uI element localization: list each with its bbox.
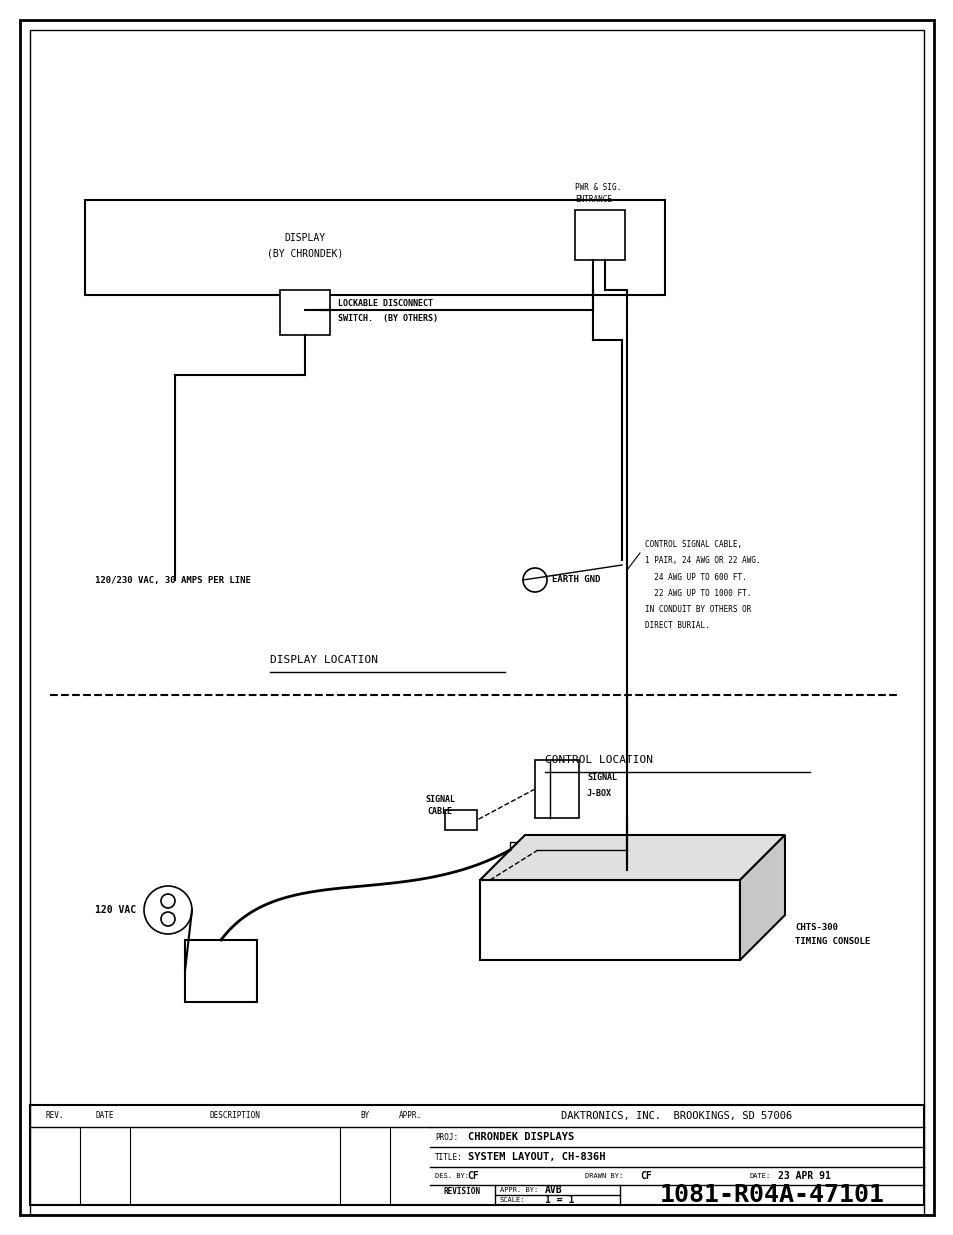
Text: PWR & SIG.: PWR & SIG. — [575, 184, 620, 193]
Bar — [30, 1105, 923, 1205]
Bar — [479, 881, 740, 960]
Text: SIGNAL: SIGNAL — [424, 795, 455, 804]
Text: CHRONDEK DISPLAYS: CHRONDEK DISPLAYS — [468, 1132, 574, 1142]
Text: CABLE: CABLE — [427, 808, 452, 816]
Bar — [280, 290, 330, 335]
Bar — [535, 760, 578, 818]
Text: ENTRANCE: ENTRANCE — [575, 195, 612, 205]
Text: EARTH GND: EARTH GND — [552, 576, 599, 584]
Text: CONTROL SIGNAL CABLE,: CONTROL SIGNAL CABLE, — [644, 541, 741, 550]
Text: DISPLAY LOCATION: DISPLAY LOCATION — [270, 655, 377, 664]
Text: TITLE:: TITLE: — [435, 1152, 462, 1161]
Text: REVISION: REVISION — [443, 1188, 480, 1197]
Text: DESCRIPTION: DESCRIPTION — [210, 1112, 260, 1120]
Text: APPR.: APPR. — [398, 1112, 421, 1120]
Text: DIRECT BURIAL.: DIRECT BURIAL. — [644, 620, 709, 630]
Text: PROJ:: PROJ: — [435, 1132, 457, 1141]
Text: 23 APR 91: 23 APR 91 — [778, 1171, 830, 1181]
Text: CHTS-300: CHTS-300 — [794, 923, 837, 931]
Text: 1 PAIR, 24 AWG OR 22 AWG.: 1 PAIR, 24 AWG OR 22 AWG. — [644, 557, 760, 566]
Text: APPR. BY:: APPR. BY: — [499, 1187, 537, 1193]
Text: 1081-R04A-47101: 1081-R04A-47101 — [659, 1183, 883, 1207]
Text: AVB: AVB — [544, 1186, 562, 1195]
Text: J-BOX: J-BOX — [586, 789, 612, 799]
Text: DRAWN BY:: DRAWN BY: — [584, 1173, 622, 1179]
Text: LOCKABLE DISCONNECT: LOCKABLE DISCONNECT — [337, 300, 433, 309]
Text: SCALE:: SCALE: — [499, 1197, 525, 1203]
Text: TIMING CONSOLE: TIMING CONSOLE — [794, 936, 869, 946]
Text: DATE:: DATE: — [749, 1173, 770, 1179]
Bar — [185, 940, 256, 1002]
Text: BY: BY — [360, 1112, 369, 1120]
Bar — [444, 810, 476, 830]
Polygon shape — [479, 835, 784, 881]
Text: DATE: DATE — [95, 1112, 114, 1120]
Text: DES. BY:: DES. BY: — [435, 1173, 469, 1179]
Text: 120 VAC: 120 VAC — [95, 905, 136, 915]
Text: SYSTEM LAYOUT, CH-836H: SYSTEM LAYOUT, CH-836H — [468, 1152, 605, 1162]
Bar — [85, 200, 664, 295]
Text: CF: CF — [467, 1171, 478, 1181]
Text: CONTROL LOCATION: CONTROL LOCATION — [544, 755, 652, 764]
Polygon shape — [740, 835, 784, 960]
Bar — [510, 842, 537, 858]
Text: 24 AWG UP TO 600 FT.: 24 AWG UP TO 600 FT. — [644, 573, 746, 582]
Text: 22 AWG UP TO 1000 FT.: 22 AWG UP TO 1000 FT. — [644, 589, 751, 598]
Text: (BY CHRONDEK): (BY CHRONDEK) — [267, 249, 343, 259]
Bar — [575, 210, 624, 261]
Text: IN CONDUIT BY OTHERS OR: IN CONDUIT BY OTHERS OR — [644, 604, 751, 614]
Text: SWITCH.  (BY OTHERS): SWITCH. (BY OTHERS) — [337, 314, 437, 322]
Text: REV.: REV. — [46, 1112, 64, 1120]
Text: SIGNAL: SIGNAL — [586, 773, 617, 783]
Text: 1 = 1: 1 = 1 — [544, 1195, 574, 1205]
Text: CF: CF — [639, 1171, 651, 1181]
Text: DISPLAY: DISPLAY — [284, 233, 325, 243]
Text: 120/230 VAC, 30 AMPS PER LINE: 120/230 VAC, 30 AMPS PER LINE — [95, 576, 251, 584]
Text: DAKTRONICS, INC.  BROOKINGS, SD 57006: DAKTRONICS, INC. BROOKINGS, SD 57006 — [560, 1112, 792, 1121]
